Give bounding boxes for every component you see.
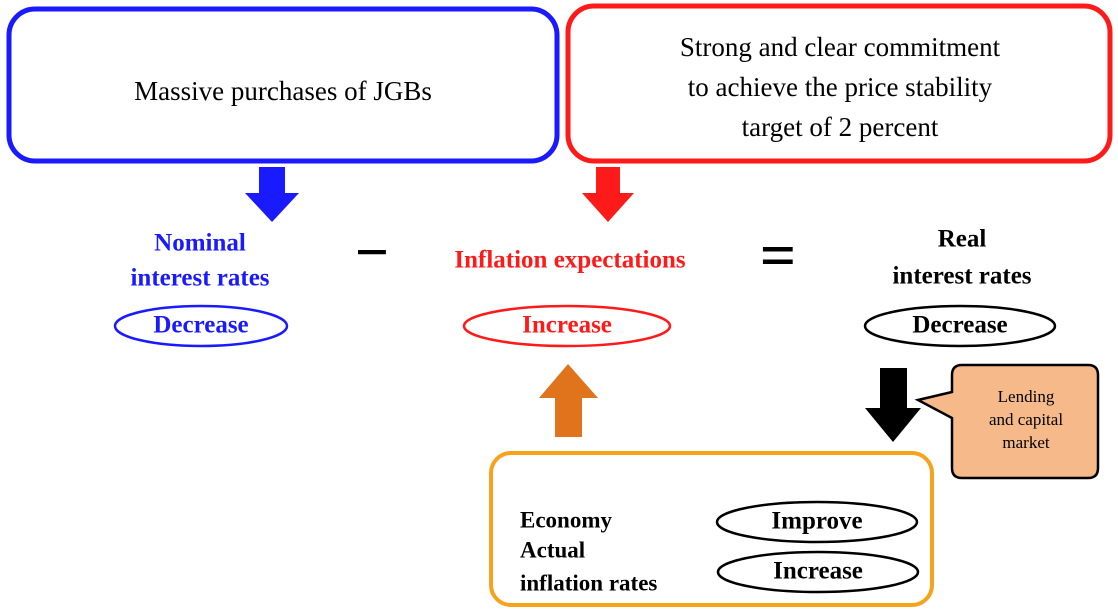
box-text: Strong and clear commitment (680, 32, 1001, 62)
oval-text: Improve (771, 508, 862, 535)
oval (716, 550, 920, 594)
box-text: target of 2 percent (742, 112, 939, 142)
term-label: Real (938, 226, 987, 253)
oval (113, 304, 289, 348)
jgb-box (6, 6, 560, 164)
commitment-box (565, 3, 1113, 164)
callout-text: and capital (989, 410, 1063, 429)
term-label: interest rates (892, 263, 1031, 290)
oval-text: Decrease (153, 312, 248, 339)
oval-text: Decrease (912, 312, 1007, 339)
oval-text: Increase (522, 312, 612, 339)
oval (715, 500, 919, 544)
oval (863, 304, 1057, 348)
term-label: interest rates (130, 265, 269, 292)
black-arrow (865, 368, 921, 442)
red-arrow (582, 167, 634, 222)
box-text: to achieve the price stability (688, 72, 993, 102)
callout-text: Lending (998, 387, 1055, 406)
term-label: Inflation expectations (454, 247, 686, 274)
operator: = (760, 220, 796, 291)
box-text: Massive purchases of JGBs (134, 76, 432, 106)
callout (914, 363, 1100, 480)
orange-arrow (539, 364, 598, 437)
oval-text: Increase (773, 558, 863, 585)
row-label: Actual (520, 537, 585, 562)
oval (462, 304, 672, 348)
row-label: Economy (520, 507, 613, 532)
callout-text: market (1002, 433, 1049, 452)
blue-arrow (245, 167, 299, 222)
row-label: inflation rates (520, 570, 657, 595)
operator: − (355, 219, 389, 285)
term-label: Nominal (154, 230, 246, 257)
